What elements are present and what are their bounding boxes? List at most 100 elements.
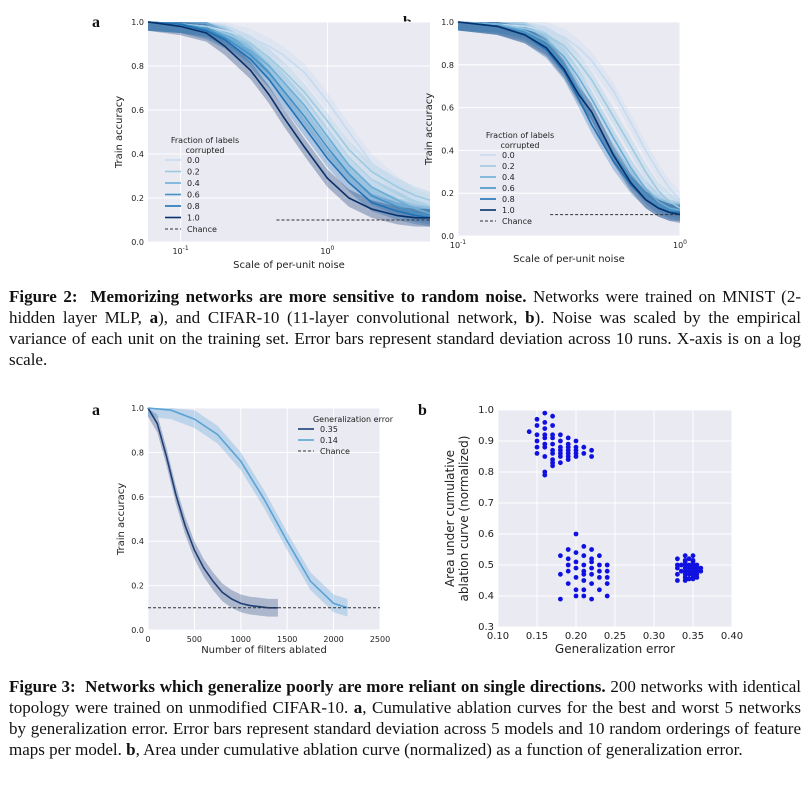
fig3b-point <box>534 416 540 422</box>
fig3b-point <box>581 544 587 549</box>
fig3b-point <box>565 547 571 552</box>
fig2a-chart: 0.0 0.2 0.4 0.6 0.8 1.0 10-1 100 Scale of per-un… <box>114 18 431 271</box>
fig2a-legend-label-0.8: 0.8 <box>187 202 200 211</box>
fig3a-ytick-label: 0.2 <box>131 582 144 591</box>
fig3b-ytick-label: 0.3 <box>478 622 494 633</box>
fig2b-ytick-label: 0.8 <box>441 61 454 70</box>
fig3b-point <box>573 565 579 571</box>
fig3b-point <box>682 557 688 563</box>
fig3a-line-0.14 <box>147 407 348 609</box>
fig3a-ytick-label: 0.0 <box>131 626 144 635</box>
fig3b-point <box>558 460 563 466</box>
fig3-caption-label: Figure 3: <box>9 677 76 696</box>
fig2a-ytick-label: 1.0 <box>131 18 144 27</box>
fig2a-line-0.8 <box>147 21 431 219</box>
fig2-caption-text-3: ). Noise was scaled by the empirical var… <box>9 308 801 369</box>
fig3b-point <box>604 568 610 574</box>
fig3b-point <box>589 596 594 602</box>
fig2a-errband-0.2 <box>148 22 430 209</box>
fig3a-xtick-label: 2500 <box>370 635 390 644</box>
fig3b-point <box>573 593 579 599</box>
fig2b-ytick-label: 0.6 <box>441 104 454 113</box>
fig3b-point <box>589 565 594 571</box>
fig2b-legend-label-1.0: 1.0 <box>502 206 515 215</box>
fig3b-point <box>682 553 688 559</box>
fig2a-plot-area <box>148 22 430 242</box>
fig3b-point <box>686 571 692 577</box>
fig3a-xtick-label: 0 <box>145 635 150 644</box>
fig3b-point <box>526 429 532 435</box>
fig3b-point <box>573 451 579 456</box>
fig3b-point <box>565 556 571 562</box>
fig2-caption-bold-b: b <box>525 308 535 327</box>
fig2b-errband-0.2 <box>458 22 680 217</box>
fig2-caption-text-2: ), and CIFAR-10 (11-layer convolutional … <box>158 308 526 327</box>
fig3b-point <box>589 571 594 577</box>
fig2a-ytick-label: 0.2 <box>131 194 144 203</box>
fig3b-point <box>686 576 692 582</box>
fig2b-legend-label-0.2: 0.2 <box>502 162 515 171</box>
fig3-caption-text-1: 200 networks with identical topology wer… <box>9 677 802 717</box>
fig3b-xtick-label: 0.15 <box>526 631 548 642</box>
fig2b-line-0.2 <box>457 21 681 209</box>
fig3b-point <box>597 568 602 574</box>
fig3-caption-text-2: , Cumulative ablation curves for the bes… <box>9 698 801 759</box>
fig3a-xtick-label: 2000 <box>323 635 343 644</box>
fig3b-point <box>558 596 563 602</box>
fig3b-point <box>573 559 579 565</box>
fig3a-chart: 0.0 0.2 0.4 0.6 0.8 1.0 0 500 1000 1500 2000 2500 Nu… <box>116 404 394 656</box>
fig3a-xtick-label: 500 <box>187 635 202 644</box>
fig2b-xtick-label: 10-1 <box>450 239 466 250</box>
fig3a-ytick-label: 0.8 <box>131 448 144 457</box>
fig2b-chart: 0.0 0.2 0.4 0.6 0.8 1.0 10-1 100 Scale of per-un… <box>424 18 687 265</box>
fig3a-errband-0.14 <box>148 408 348 617</box>
fig3b-xtick-label: 0.40 <box>721 631 743 642</box>
fig3b-point <box>675 571 680 577</box>
fig3b-ytick-label: 0.4 <box>478 591 494 602</box>
fig2a-legend-title: Fraction of labels <box>171 136 239 145</box>
fig3-caption-title: Networks which generalize poorly are mor… <box>85 677 606 696</box>
fig2a-xlabel: Scale of per-unit noise <box>233 260 345 271</box>
fig3b-point <box>534 451 540 456</box>
fig2a-errband-0.6 <box>148 22 430 225</box>
fig3b-point <box>581 587 587 593</box>
fig3b-point <box>581 562 587 568</box>
fig3b-point <box>604 593 610 599</box>
fig3b-point <box>581 451 587 456</box>
fig2a-legend-title: corrupted <box>185 146 224 155</box>
fig3b-point <box>589 547 594 552</box>
fig3b-point <box>678 562 684 568</box>
fig3b-point <box>542 441 548 447</box>
fig2a-line-0.6 <box>147 21 431 217</box>
fig3b-point <box>565 581 571 586</box>
fig3a-xlabel: Number of filters ablated <box>201 645 327 656</box>
fig3b-point <box>604 581 610 586</box>
fig3a-xtick-label: 1000 <box>231 635 251 644</box>
fig3a-legend-title: Generalization error <box>313 415 394 424</box>
fig3b-point <box>581 578 587 583</box>
fig3b-point <box>550 423 555 428</box>
fig2b-errband-0.4 <box>458 22 680 219</box>
fig3b-point <box>597 587 602 593</box>
fig3b-point <box>581 593 587 599</box>
fig2a-xtick-label: 10-1 <box>172 245 188 256</box>
fig3b-point <box>542 454 548 459</box>
fig3b-point <box>534 444 540 450</box>
fig3b-point <box>542 472 548 478</box>
fig3b-point <box>573 438 579 444</box>
fig3b-point <box>686 556 692 562</box>
fig2b-ytick-label: 0.4 <box>441 146 454 155</box>
fig2a-legend-label-0.6: 0.6 <box>187 191 200 200</box>
fig3b-chart: 0.3 0.4 0.5 0.6 0.7 0.8 0.9 1.0 0.10 0.15 0.20 0.25… <box>443 405 743 656</box>
fig2a-errband-0.8 <box>148 22 430 227</box>
fig3b-point <box>565 435 571 441</box>
fig3b-ytick-label: 1.0 <box>478 405 494 416</box>
fig3b-point <box>550 413 555 419</box>
fig2b-legend-label-0.0: 0.0 <box>502 151 515 160</box>
fig3-caption: Figure 3: Networks which generalize poor… <box>9 676 801 760</box>
fig3b-point <box>678 568 684 574</box>
fig3b-point <box>565 454 571 459</box>
fig3b-point <box>573 531 579 537</box>
fig3b-ylabel: ablation curve (normalized) <box>457 436 471 602</box>
fig2a-errband-0.4 <box>148 22 430 223</box>
